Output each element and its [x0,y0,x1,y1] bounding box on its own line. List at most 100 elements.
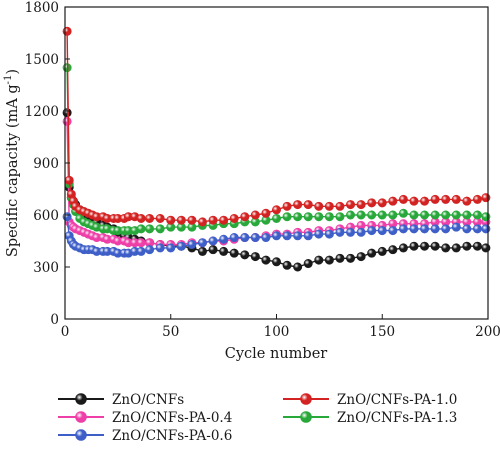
data-point [250,233,260,243]
data-point [219,215,229,225]
data-point [303,259,313,269]
data-point [481,212,491,222]
x-tick-label: 150 [369,324,395,340]
data-point [293,231,303,241]
y-axis-title-close: ) [5,69,21,75]
x-axis-title: Cycle number [225,346,328,362]
data-point [197,217,207,227]
data-point [346,210,356,220]
data-point [145,245,155,255]
data-point [261,233,271,243]
data-point [377,246,387,256]
data-point [208,215,218,225]
data-point [451,194,461,204]
data-point [187,215,197,225]
data-point [324,255,334,265]
data-point [367,198,377,208]
legend-item-zno-cnfs-pa-1-0: ZnO/CNFs-PA-1.0 [283,392,457,408]
data-point [293,212,303,222]
x-tick-label: 100 [264,324,290,340]
data-point [346,200,356,210]
legend-label: ZnO/CNFs-PA-0.6 [112,428,232,444]
data-point [451,243,461,253]
y-tick-label: 1800 [25,0,59,16]
data-point [314,255,324,265]
data-point [293,200,303,210]
x-tick-label: 50 [162,324,179,340]
y-tick-label: 0 [50,312,59,328]
data-point [324,229,334,239]
data-point [261,255,271,265]
data-point [441,224,451,234]
legend-item-zno-cnfs: ZnO/CNFs [58,392,184,408]
data-point [367,210,377,220]
data-point [388,226,398,236]
data-point [409,196,419,206]
data-point [356,252,366,262]
data-point [409,224,419,234]
data-point [409,241,419,251]
data-point [271,213,281,223]
data-point [187,239,197,249]
y-axis-title: Specific capacity (mA g-1) [3,69,21,257]
data-point [335,253,345,263]
data-point [462,210,472,220]
y-tick-label: 900 [33,156,59,172]
data-point [282,201,292,211]
legend: ZnO/CNFs ZnO/CNFs-PA-0.4 ZnO/CNFs-PA-0.6 Zn… [58,392,457,444]
legend-swatch-marker [75,429,87,441]
data-point [250,252,260,262]
data-point [481,224,491,234]
data-point [229,233,239,243]
data-point [176,241,186,251]
data-point [145,224,155,234]
y-tick-label: 300 [33,260,59,276]
data-point [367,248,377,258]
data-point [64,175,74,185]
data-point [451,222,461,232]
x-tick-label: 200 [475,324,500,340]
data-point [62,108,72,118]
data-point [451,210,461,220]
data-point [314,229,324,239]
data-point [367,226,377,236]
data-point [229,248,239,258]
data-point [219,234,229,244]
legend-label: ZnO/CNFs-PA-0.4 [112,410,232,426]
data-point [356,210,366,220]
data-point [62,116,72,126]
data-point [197,246,207,256]
data-point [282,260,292,270]
data-point [229,213,239,223]
data-point [136,213,146,223]
data-point [303,231,313,241]
data-point [303,212,313,222]
data-point [472,194,482,204]
plot-frame [64,6,489,320]
y-tick-label: 1500 [25,52,59,68]
data-point [388,196,398,206]
data-point [240,233,250,243]
series-layer [62,26,491,272]
data-point [346,227,356,237]
data-point [441,243,451,253]
data-point [240,250,250,260]
data-point [472,241,482,251]
legend-swatch-marker [300,411,312,423]
data-point [441,210,451,220]
data-point [398,243,408,253]
data-point [240,212,250,222]
data-point [136,224,146,234]
data-point [472,210,482,220]
data-point [335,212,345,222]
series-zno-cnfs-pa-0-6 [62,212,491,258]
data-point [441,194,451,204]
data-point [62,26,72,36]
data-point [166,215,176,225]
y-axis-title-main: Specific capacity (mA g [5,84,21,257]
data-point [462,224,472,234]
data-point [314,201,324,211]
axis-ticks: 0 50 100 150 200 0 300 600 900 1200 1500 1800 [25,0,500,340]
data-point [356,227,366,237]
